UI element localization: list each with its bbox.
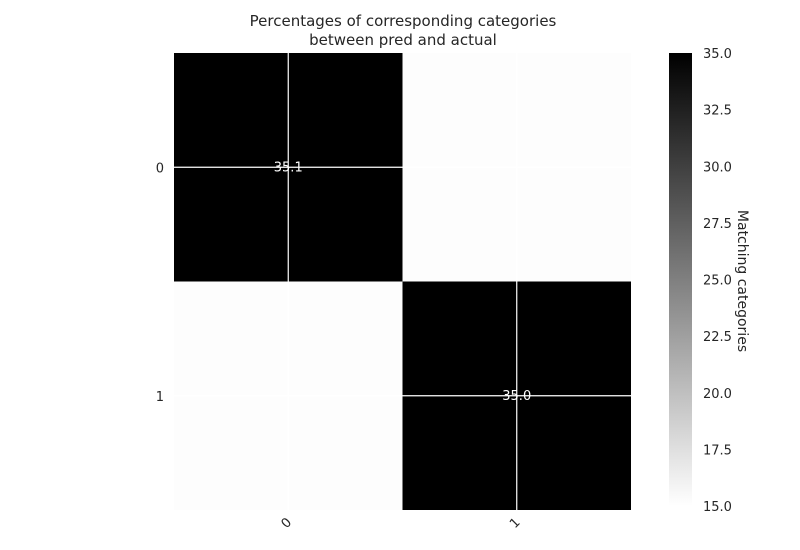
colorbar-tick-label-5: 27.5	[703, 217, 732, 232]
heatmap-cells	[174, 53, 631, 510]
colorbar-tick-label-7: 32.5	[703, 104, 732, 119]
y-tick-label-0: 0	[156, 161, 164, 176]
colorbar-label: Matching categories	[734, 210, 750, 352]
cell-value-label-1-1: 35.0	[502, 389, 531, 404]
heatmap-cell-labels: 35.1 35.0	[274, 160, 531, 404]
colorbar-ticks: 15.0 17.5 20.0 22.5 25.0 27.5 30.0 32.5 35.0	[703, 47, 732, 515]
cell-value-label-0-0: 35.1	[274, 160, 303, 175]
chart-title-line-2: between pred and actual	[309, 31, 497, 49]
colorbar-tick-label-3: 22.5	[703, 330, 732, 345]
x-tick-label-1: 1	[507, 515, 523, 531]
colorbar-tick-label-1: 17.5	[703, 443, 732, 458]
y-axis-ticks: 01	[156, 161, 164, 405]
colorbar-tick-label-8: 35.0	[703, 47, 732, 62]
colorbar-tick-label-6: 30.0	[703, 160, 732, 175]
colorbar-tick-label-4: 25.0	[703, 274, 732, 289]
colorbar-tick-label-0: 15.0	[703, 500, 732, 515]
heatmap-grid	[174, 53, 631, 510]
y-tick-label-1: 1	[156, 390, 164, 405]
x-tick-label-0: 0	[279, 515, 295, 531]
chart-title-line-1: Percentages of corresponding categories	[250, 12, 557, 30]
colorbar-tick-label-2: 20.0	[703, 387, 732, 402]
colorbar	[669, 53, 692, 506]
